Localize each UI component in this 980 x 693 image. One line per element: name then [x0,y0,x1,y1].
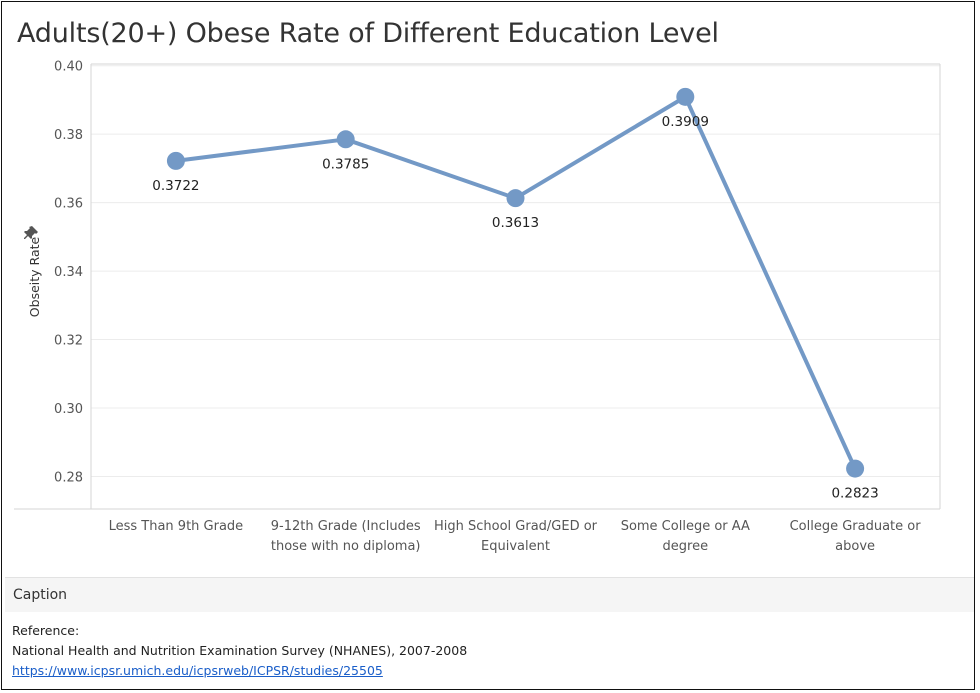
pin-icon[interactable] [24,226,38,239]
data-label: 0.3722 [152,178,199,194]
y-tick-label: 0.28 [54,470,83,485]
y-tick-label: 0.38 [54,128,83,143]
y-tick-label: 0.34 [54,265,83,280]
data-label: 0.3613 [492,215,539,231]
caption-bar: Caption [5,577,974,612]
x-tick-label: Some College or AA [621,519,750,534]
x-tick-label: Equivalent [481,539,550,554]
reference-source: National Health and Nutrition Examinatio… [12,643,468,658]
line-chart: 0.28 0.30 0.32 0.34 0.36 0.38 0.40 Obseity Rate… [14,60,941,554]
x-tick-label: Less Than 9th Grade [109,519,244,534]
y-tick-label: 0.30 [54,402,83,417]
data-point[interactable] [166,151,185,170]
reference-label: Reference: [12,623,80,638]
y-tick-label: 0.32 [54,334,83,349]
caption-body: Reference: National Health and Nutrition… [12,621,467,681]
data-point[interactable] [676,87,695,106]
data-label: 0.3909 [662,114,709,130]
series-line [175,94,857,470]
chart-title: Adults(20+) Obese Rate of Different Educ… [17,18,719,49]
x-tick-label: College Graduate or [790,519,922,534]
caption-heading: Caption [13,587,68,603]
reference-link[interactable]: https://www.icpsr.umich.edu/icpsrweb/ICP… [12,663,383,678]
x-tick-label: High School Grad/GED or [434,519,598,534]
data-label: 0.2823 [831,486,878,502]
data-point[interactable] [506,189,525,208]
y-tick-label: 0.40 [54,60,83,75]
x-tick-label: 9-12th Grade (Includes [271,519,421,534]
data-point[interactable] [846,459,865,478]
x-tick-label: above [835,539,875,554]
data-label: 0.3785 [322,156,369,172]
x-tick-label: degree [663,539,709,554]
y-axis-label: Obseity Rate [27,237,42,318]
data-point[interactable] [336,130,355,149]
y-tick-label: 0.36 [54,197,83,212]
x-tick-label: those with no diploma) [271,539,421,554]
